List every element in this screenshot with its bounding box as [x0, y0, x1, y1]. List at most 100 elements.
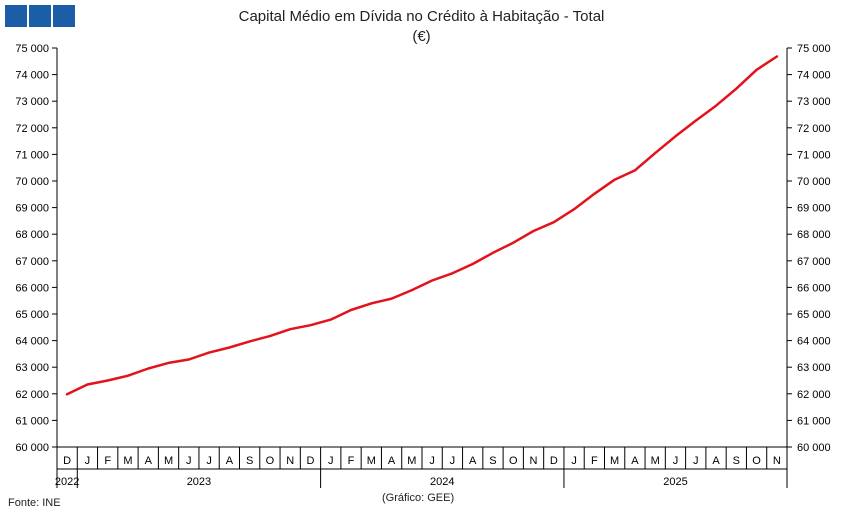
y-tick-label-left: 70 000 [15, 176, 49, 188]
data-point [634, 169, 636, 172]
data-point [694, 119, 697, 122]
y-tick-label-right: 71 000 [797, 149, 831, 161]
data-point [431, 279, 433, 282]
month-label: F [591, 455, 598, 467]
y-tick-label-left: 66 000 [15, 282, 49, 294]
y-tick-label-left: 62 000 [15, 389, 49, 401]
month-label: N [773, 455, 781, 467]
year-label: 2025 [663, 476, 687, 488]
data-point [755, 69, 758, 71]
month-label: J [429, 455, 435, 467]
data-point [553, 221, 555, 224]
month-label: J [85, 455, 91, 467]
data-point [188, 358, 190, 361]
logo-square [53, 5, 75, 27]
y-tick-label-left: 60 000 [15, 442, 49, 454]
month-label: J [186, 455, 192, 467]
month-label: S [489, 455, 496, 467]
y-tick-label-right: 68 000 [797, 229, 831, 241]
data-point [329, 318, 332, 321]
y-tick-label-right: 64 000 [797, 336, 831, 348]
y-tick-label-left: 64 000 [15, 336, 49, 348]
y-tick-label-right: 72 000 [797, 123, 831, 135]
y-tick-label-right: 65 000 [797, 309, 831, 321]
data-point [654, 152, 656, 154]
month-label: A [388, 455, 396, 467]
data-point [309, 324, 312, 326]
month-label: O [266, 455, 275, 467]
y-tick-label-left: 67 000 [15, 256, 49, 268]
data-point [167, 362, 170, 364]
data-point [208, 351, 210, 354]
month-label: N [286, 455, 294, 467]
y-tick-label-right: 73 000 [797, 96, 831, 108]
data-point [776, 55, 778, 58]
y-tick-label-left: 75 000 [15, 43, 49, 55]
data-point [471, 263, 474, 265]
month-label: M [610, 455, 619, 467]
y-tick-label-right: 61 000 [797, 415, 831, 427]
y-tick-label-right: 69 000 [797, 203, 831, 215]
y-tick-label-left: 68 000 [15, 229, 49, 241]
y-tick-label-right: 62 000 [797, 389, 831, 401]
data-point [350, 309, 352, 311]
month-label: A [712, 455, 720, 467]
month-label: J [450, 455, 456, 467]
data-point [573, 208, 575, 210]
month-label: D [550, 455, 558, 467]
month-label: D [306, 455, 314, 467]
data-point [370, 302, 373, 305]
data-point [228, 346, 231, 349]
chart-title: Capital Médio em Dívida no Crédito à Hab… [238, 8, 605, 25]
data-point [512, 241, 515, 244]
data-point [66, 393, 68, 396]
y-tick-label-right: 66 000 [797, 282, 831, 294]
data-point [86, 383, 89, 386]
data-line [65, 55, 779, 396]
data-point [674, 135, 677, 138]
month-label: M [123, 455, 132, 467]
y-tick-label-right: 74 000 [797, 70, 831, 82]
month-label: F [348, 455, 355, 467]
month-label: S [246, 455, 253, 467]
y-tick-label-right: 67 000 [797, 256, 831, 268]
month-label: A [469, 455, 477, 467]
month-label: O [752, 455, 761, 467]
data-point [269, 335, 271, 337]
y-tick-label-left: 61 000 [15, 415, 49, 427]
month-label: N [530, 455, 538, 467]
y-tick-label-left: 71 000 [15, 149, 49, 161]
data-point [106, 379, 109, 382]
data-point [248, 340, 251, 343]
month-label: M [164, 455, 173, 467]
month-label: A [145, 455, 153, 467]
y-tick-label-left: 63 000 [15, 362, 49, 374]
logo-square [29, 5, 51, 27]
year-label: 2023 [187, 476, 211, 488]
year-label: 2022 [55, 476, 79, 488]
y-tick-label-right: 60 000 [797, 442, 831, 454]
y-tick-label-right: 75 000 [797, 43, 831, 55]
logo-square [5, 5, 27, 27]
year-label: 2024 [430, 476, 454, 488]
source-note: Fonte: INE [8, 497, 61, 509]
logo [5, 5, 75, 27]
data-point [492, 252, 494, 254]
y-tick-label-left: 73 000 [15, 96, 49, 108]
month-label: A [226, 455, 234, 467]
month-label: J [571, 455, 577, 467]
chart-credit: (Gráfico: GEE) [382, 492, 455, 504]
data-point [715, 104, 717, 107]
data-point [735, 87, 738, 90]
data-point [147, 367, 150, 370]
data-point [289, 328, 291, 330]
month-label: D [63, 455, 71, 467]
y-tick-label-right: 70 000 [797, 176, 831, 188]
month-label: J [328, 455, 334, 467]
data-point [451, 272, 454, 275]
data-point [593, 192, 596, 195]
y-tick-label-left: 74 000 [15, 70, 49, 82]
y-tick-label-left: 72 000 [15, 123, 49, 135]
y-tick-label-left: 69 000 [15, 203, 49, 215]
month-label: M [367, 455, 376, 467]
